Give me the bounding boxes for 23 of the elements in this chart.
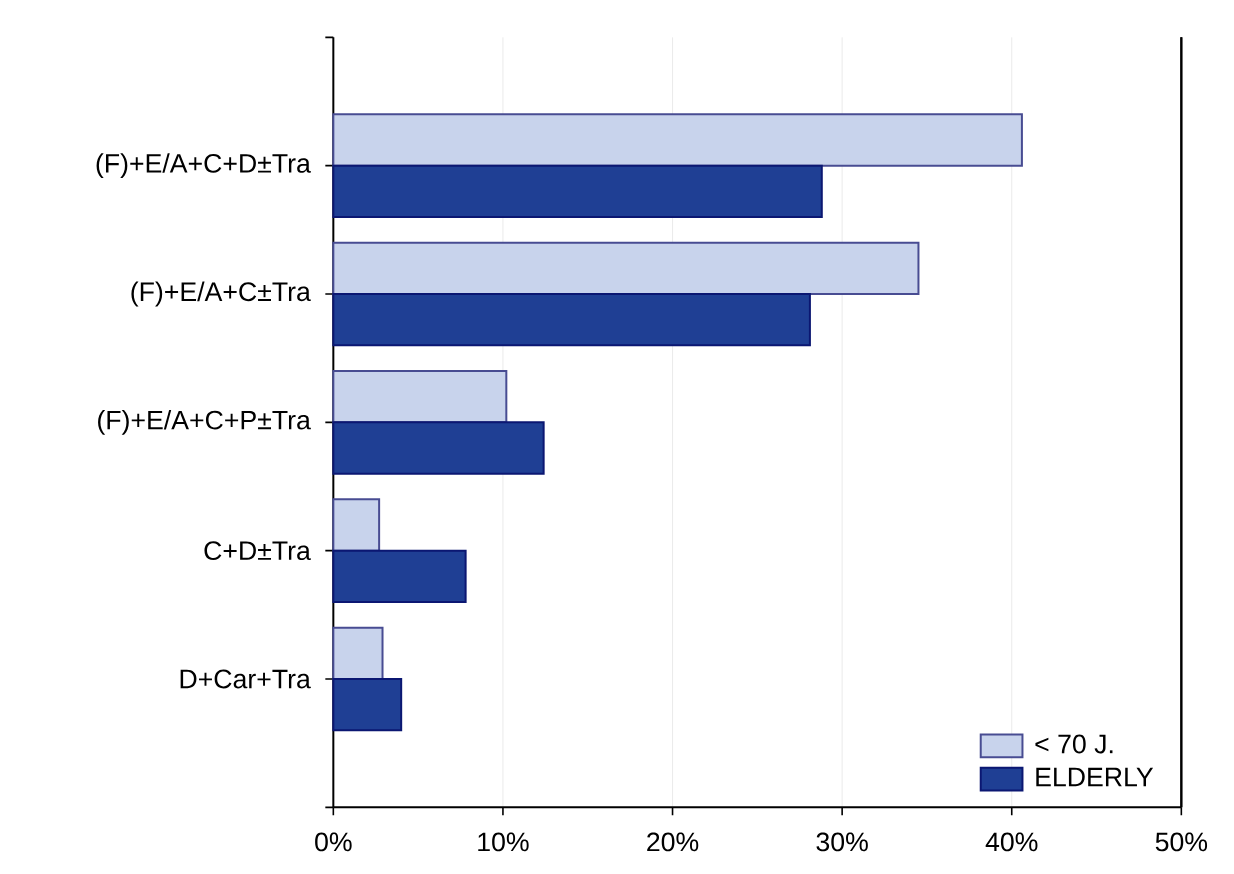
bar [332,370,508,424]
bar [332,241,920,296]
y-tick-label: (F)+E/A+C±Tra [131,281,311,307]
legend-label: ELDERLY [1036,767,1154,787]
y-tick-label: (F)+E/A+C+D±Tra [96,153,311,179]
bar [332,421,545,475]
x-tick-label: 50% [1155,832,1208,852]
x-tick-label: 10% [478,832,529,852]
bar [332,164,823,218]
bar [332,626,384,681]
x-tick-label: 30% [816,832,868,852]
y-tick-label: (F)+E/A+C+P±Tra [98,409,311,435]
bar [332,498,381,552]
x-tick-label: 0% [315,832,352,852]
bar [332,113,1023,167]
y-tick-label: D+Car+Tra [180,669,311,689]
x-tick-label: 40% [985,832,1038,852]
bar [332,549,467,604]
bar [332,678,403,732]
legend-label: < 70 J. [1035,734,1113,754]
y-tick-label: C+D±Tra [204,541,311,561]
bar [332,293,811,347]
x-tick-label: 20% [647,832,699,852]
